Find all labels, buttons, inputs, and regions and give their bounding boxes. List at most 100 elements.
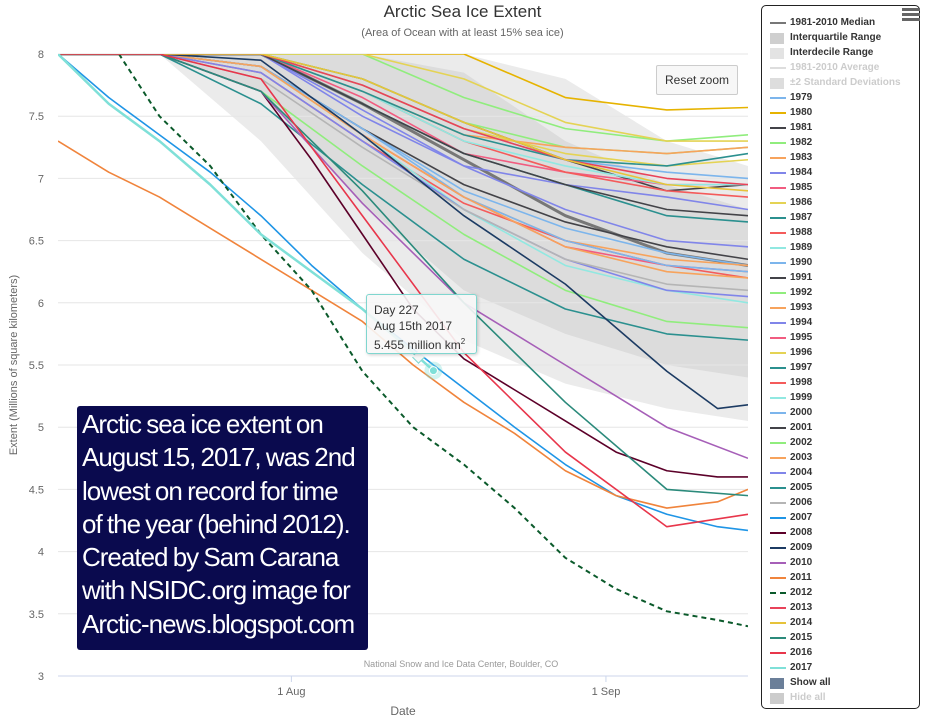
legend-item[interactable]: 1998 — [770, 376, 918, 391]
y-tick-label: 3 — [38, 671, 44, 683]
legend-label: 2017 — [790, 662, 813, 673]
range-bands — [58, 54, 748, 421]
legend-item[interactable]: 1979 — [770, 91, 918, 106]
legend-item[interactable]: ±2 Standard Deviations — [770, 76, 918, 91]
legend-item[interactable]: 1992 — [770, 286, 918, 301]
legend-label: 1992 — [790, 287, 813, 298]
legend-symbol — [770, 367, 786, 369]
legend-item[interactable]: 1984 — [770, 166, 918, 181]
legend-symbol — [770, 247, 786, 249]
legend-symbol — [770, 607, 786, 609]
series-line-2011 — [58, 140, 748, 509]
legend-item[interactable]: 2007 — [770, 511, 918, 526]
legend-item[interactable]: 1982 — [770, 136, 918, 151]
legend-item[interactable]: Interdecile Range — [770, 46, 918, 61]
legend-item[interactable]: 1981-2010 Median — [770, 16, 918, 31]
y-tick-label: 5.5 — [29, 360, 44, 372]
legend-symbol — [770, 78, 784, 89]
legend-label: 2010 — [790, 557, 813, 568]
legend-item[interactable]: 2005 — [770, 481, 918, 496]
annotation-line: with NSIDC.org image for — [82, 575, 351, 606]
legend-item[interactable]: 1996 — [770, 346, 918, 361]
legend-symbol — [770, 262, 786, 264]
legend-label: 1987 — [790, 212, 813, 223]
series-line-2005 — [58, 54, 748, 341]
legend-item[interactable]: 1981-2010 Average — [770, 61, 918, 76]
legend-symbol — [770, 667, 786, 669]
legend-item[interactable]: 2000 — [770, 406, 918, 421]
legend-item[interactable]: 1994 — [770, 316, 918, 331]
legend-item[interactable]: 1991 — [770, 271, 918, 286]
legend-label: 1994 — [790, 317, 813, 328]
legend-item[interactable]: 2013 — [770, 601, 918, 616]
legend-item[interactable]: 1993 — [770, 301, 918, 316]
legend-item[interactable]: 1980 — [770, 106, 918, 121]
legend-label: 1988 — [790, 227, 813, 238]
legend-item[interactable]: 2004 — [770, 466, 918, 481]
legend-item[interactable]: 2003 — [770, 451, 918, 466]
legend-item[interactable]: 1981 — [770, 121, 918, 136]
legend-item[interactable]: 1997 — [770, 361, 918, 376]
y-axis-label: Extent (Millions of square kilometers) — [8, 275, 20, 455]
legend-item[interactable]: 2011 — [770, 571, 918, 586]
legend-symbol — [770, 637, 786, 639]
legend-item[interactable]: 1983 — [770, 151, 918, 166]
legend-symbol — [770, 67, 786, 69]
legend-item[interactable]: Hide all — [770, 691, 918, 706]
legend-label: 1991 — [790, 272, 813, 283]
legend-item[interactable]: 2017 — [770, 661, 918, 676]
legend-label: 2005 — [790, 482, 813, 493]
legend-label: ±2 Standard Deviations — [790, 77, 901, 88]
legend-item[interactable]: 2006 — [770, 496, 918, 511]
series-line-1992 — [58, 54, 748, 142]
legend-item[interactable]: 2016 — [770, 646, 918, 661]
tooltip-date: Aug 15th 2017 — [374, 319, 453, 333]
legend-label: 1979 — [790, 92, 813, 103]
legend-item[interactable]: 2009 — [770, 541, 918, 556]
legend-symbol — [770, 427, 786, 429]
annotation-line: Arctic-news.blogspot.com — [82, 608, 355, 639]
legend-item[interactable]: 1995 — [770, 331, 918, 346]
legend-item[interactable]: 1987 — [770, 211, 918, 226]
legend-item[interactable]: Show all — [770, 676, 918, 691]
legend-symbol — [770, 277, 786, 279]
legend-symbol — [770, 127, 786, 129]
legend-item[interactable]: 2012 — [770, 586, 918, 601]
legend-item[interactable]: 1999 — [770, 391, 918, 406]
legend-symbol — [770, 532, 786, 534]
legend-label: 2003 — [790, 452, 813, 463]
legend-item[interactable]: 2002 — [770, 436, 918, 451]
legend-symbol — [770, 457, 786, 459]
legend-item[interactable]: 1990 — [770, 256, 918, 271]
legend-item[interactable]: Interquartile Range — [770, 31, 918, 46]
legend-item[interactable]: 2001 — [770, 421, 918, 436]
legend-item[interactable]: 1985 — [770, 181, 918, 196]
series-line-2001 — [58, 54, 748, 217]
legend-label: 2000 — [790, 407, 813, 418]
tooltip-value: 5.455 million km2 — [374, 334, 476, 353]
legend-label: 2007 — [790, 512, 813, 523]
legend-symbol — [770, 442, 786, 444]
legend-label: Hide all — [790, 692, 826, 703]
series-line-2003 — [58, 54, 748, 279]
series-line-1984 — [58, 54, 748, 211]
legend-label: 1981 — [790, 122, 813, 133]
legend-item[interactable]: 1989 — [770, 241, 918, 256]
legend-item[interactable]: 2015 — [770, 631, 918, 646]
reset-zoom-button[interactable]: Reset zoom — [656, 65, 738, 95]
legend-symbol — [770, 577, 786, 579]
legend-symbol — [770, 397, 786, 399]
legend-item[interactable]: 2010 — [770, 556, 918, 571]
hamburger-menu-icon[interactable] — [902, 8, 920, 22]
legend-item[interactable]: 2008 — [770, 526, 918, 541]
series-line-2015 — [58, 54, 748, 497]
legend-label: 1986 — [790, 197, 813, 208]
legend-item[interactable]: 2014 — [770, 616, 918, 631]
range-band — [58, 54, 748, 378]
legend-item[interactable]: 1986 — [770, 196, 918, 211]
legend-label: 1993 — [790, 302, 813, 313]
legend-symbol — [770, 292, 786, 294]
legend-label: 2015 — [790, 632, 813, 643]
legend-item[interactable]: 1988 — [770, 226, 918, 241]
